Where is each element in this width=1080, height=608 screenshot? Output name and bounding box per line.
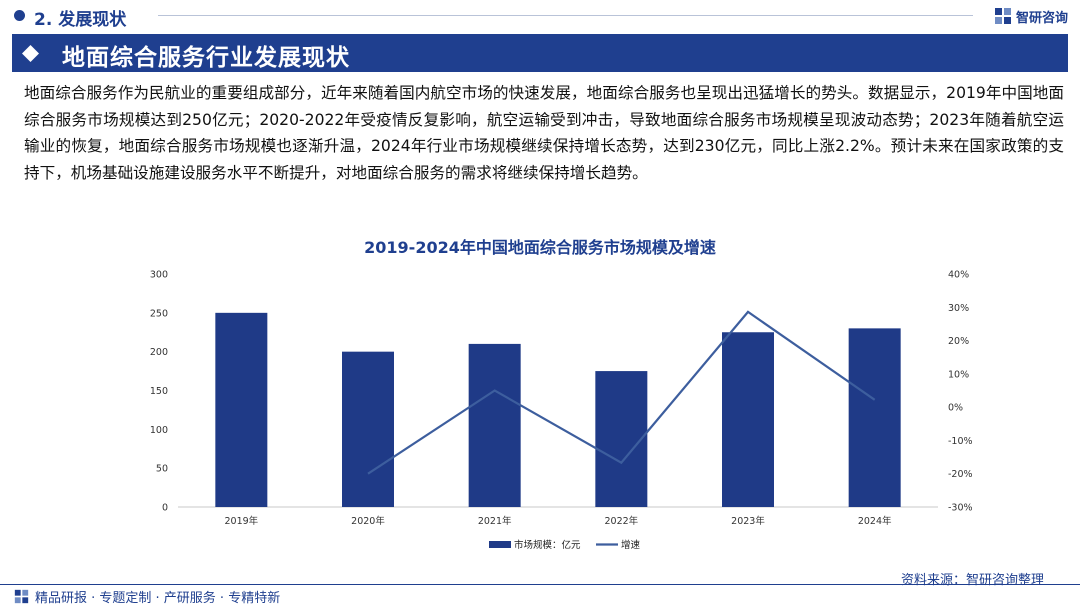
y-right-tick-label: 10%: [948, 369, 969, 380]
header-divider: [158, 15, 973, 16]
brand-logo-icon: [994, 8, 1011, 24]
title-banner: 地面综合服务行业发展现状: [12, 34, 1068, 72]
x-tick-label: 2023年: [731, 515, 765, 527]
footer-logo-icon: [14, 589, 29, 604]
y-right-tick-label: -30%: [948, 503, 973, 514]
x-tick-label: 2020年: [351, 515, 385, 527]
y-right-tick-label: 0%: [948, 403, 963, 414]
bar: [342, 351, 394, 507]
footer-divider: [0, 584, 1080, 585]
legend-bar-swatch: [489, 541, 511, 548]
legend-line-label: 增速: [621, 539, 641, 551]
y-left-tick-label: 50: [156, 464, 168, 475]
intro-paragraph: 地面综合服务作为民航业的重要组成部分，近年来随着国内航空市场的快速发展，地面综合…: [24, 84, 1064, 182]
legend-bar-label: 市场规模：亿元: [514, 539, 581, 551]
x-tick-label: 2024年: [858, 515, 892, 527]
section-bullet-icon: [14, 10, 25, 21]
bar: [468, 343, 521, 507]
bar: [848, 328, 901, 507]
chart-title: 2019-2024年中国地面综合服务市场规模及增速: [364, 238, 716, 257]
brand-logo: 智研咨询: [994, 5, 1068, 27]
y-right-tick-label: 40%: [948, 270, 969, 281]
source-note: 资料来源：智研咨询整理: [900, 573, 1044, 588]
bar: [722, 332, 774, 507]
top-bar: 2. 发展现状 智研咨询: [0, 0, 1080, 32]
footer-tagline-block: 精品研报 · 专题定制 · 产研服务 · 专精特新: [14, 587, 280, 606]
y-left-tick-label: 250: [150, 308, 168, 319]
y-left-tick-label: 0: [162, 503, 168, 514]
bar: [595, 371, 648, 507]
y-left-tick-label: 200: [150, 347, 168, 358]
combo-chart: 0 50 100 150 200 250 300 -30% -20% -10% 0% 10% 20% 30…: [150, 270, 973, 552]
bar: [215, 312, 268, 507]
diamond-icon: [22, 45, 39, 62]
y-left-tick-label: 100: [150, 425, 168, 436]
x-tick-label: 2019年: [224, 515, 258, 527]
x-tick-label: 2021年: [478, 515, 512, 527]
y-right-tick-label: -10%: [948, 436, 973, 447]
page-title: 地面综合服务行业发展现状: [62, 45, 350, 71]
section-label: 2. 发展现状: [34, 10, 127, 30]
y-left-tick-label: 300: [150, 270, 168, 281]
y-right-tick-label: 30%: [948, 303, 969, 314]
x-tick-label: 2022年: [604, 515, 638, 527]
y-right-tick-label: 20%: [948, 336, 969, 347]
y-right-tick-label: -20%: [948, 469, 973, 480]
brand-name: 智研咨询: [1015, 10, 1068, 26]
footer-tagline: 精品研报 · 专题定制 · 产研服务 · 专精特新: [35, 591, 281, 606]
y-left-tick-label: 150: [150, 386, 168, 397]
